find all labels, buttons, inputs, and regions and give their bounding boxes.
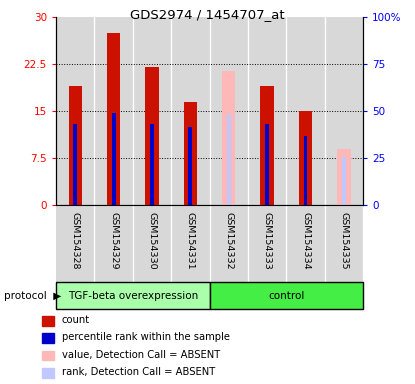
Bar bbox=[171, 17, 210, 205]
Bar bbox=[68, 86, 82, 205]
Bar bbox=[342, 157, 346, 205]
Bar bbox=[210, 17, 248, 205]
Bar bbox=[337, 149, 351, 205]
Bar bbox=[42, 333, 54, 343]
Bar bbox=[42, 351, 54, 360]
Bar bbox=[286, 17, 325, 205]
Text: count: count bbox=[61, 315, 90, 325]
Text: protocol  ▶: protocol ▶ bbox=[4, 291, 61, 301]
Text: GSM154335: GSM154335 bbox=[339, 212, 349, 269]
Bar bbox=[95, 205, 133, 282]
Bar bbox=[56, 17, 95, 205]
Text: TGF-beta overexpression: TGF-beta overexpression bbox=[68, 291, 198, 301]
Bar bbox=[112, 113, 115, 205]
Text: GSM154331: GSM154331 bbox=[186, 212, 195, 269]
Bar bbox=[56, 205, 95, 282]
Bar bbox=[133, 205, 171, 282]
Text: GSM154329: GSM154329 bbox=[109, 212, 118, 269]
Bar bbox=[145, 68, 159, 205]
Bar bbox=[227, 114, 231, 205]
Bar bbox=[42, 316, 54, 326]
Bar bbox=[222, 71, 235, 205]
Bar bbox=[265, 124, 269, 205]
Text: rank, Detection Call = ABSENT: rank, Detection Call = ABSENT bbox=[61, 367, 215, 377]
Bar bbox=[261, 86, 274, 205]
Bar bbox=[325, 205, 363, 282]
Text: control: control bbox=[268, 291, 305, 301]
Bar bbox=[286, 205, 325, 282]
Bar bbox=[304, 136, 308, 205]
Bar bbox=[107, 33, 120, 205]
Bar bbox=[150, 124, 154, 205]
Bar bbox=[95, 17, 133, 205]
Bar bbox=[325, 17, 363, 205]
Bar bbox=[248, 205, 286, 282]
Bar bbox=[210, 205, 248, 282]
Bar bbox=[42, 368, 54, 377]
Bar bbox=[73, 124, 77, 205]
Bar bbox=[171, 205, 210, 282]
Bar bbox=[248, 17, 286, 205]
Bar bbox=[184, 102, 197, 205]
Bar bbox=[188, 127, 192, 205]
Text: GSM154333: GSM154333 bbox=[263, 212, 272, 269]
Bar bbox=[299, 111, 312, 205]
Text: GSM154334: GSM154334 bbox=[301, 212, 310, 269]
Text: GSM154330: GSM154330 bbox=[147, 212, 156, 269]
Text: GDS2974 / 1454707_at: GDS2974 / 1454707_at bbox=[130, 8, 285, 22]
Text: percentile rank within the sample: percentile rank within the sample bbox=[61, 333, 229, 343]
Text: GSM154332: GSM154332 bbox=[224, 212, 233, 269]
Text: GSM154328: GSM154328 bbox=[71, 212, 80, 269]
Text: value, Detection Call = ABSENT: value, Detection Call = ABSENT bbox=[61, 350, 220, 360]
Bar bbox=[133, 17, 171, 205]
